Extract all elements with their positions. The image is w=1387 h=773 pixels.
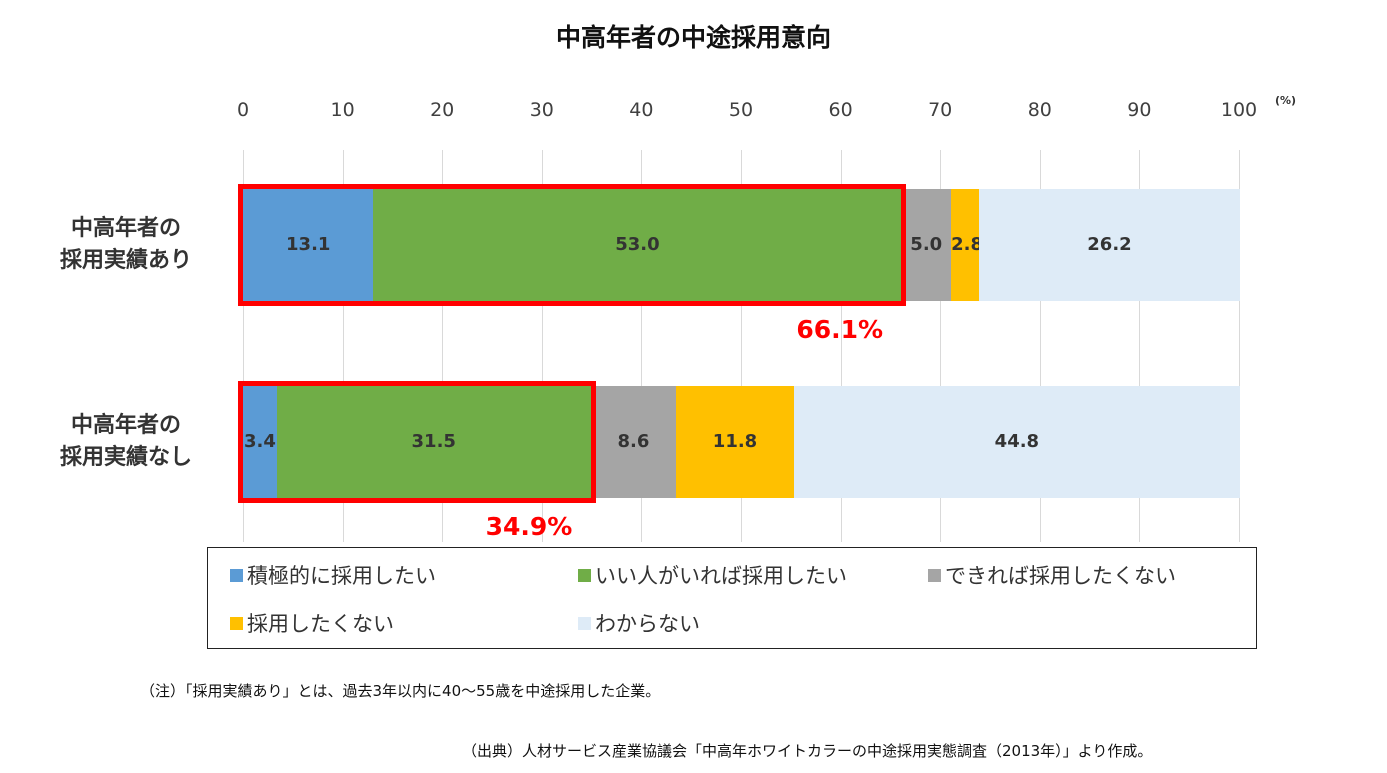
x-tick-label: 10 bbox=[330, 99, 355, 121]
bar-segment bbox=[676, 386, 794, 498]
x-tick-label: 30 bbox=[529, 99, 554, 121]
callout-label: 66.1% bbox=[796, 315, 884, 344]
bar-segment bbox=[793, 386, 1240, 498]
gridline bbox=[641, 150, 642, 542]
data-label: 44.8 bbox=[994, 431, 1040, 452]
x-tick-label: 100 bbox=[1220, 99, 1258, 121]
legend-item: いい人がいれば採用したい bbox=[578, 560, 847, 590]
x-tick-label: 50 bbox=[728, 99, 754, 121]
data-label: 3.4 bbox=[243, 431, 276, 452]
data-label: 31.5 bbox=[411, 431, 456, 452]
bar-segment bbox=[243, 189, 374, 301]
category-label-line: 採用実績なし bbox=[59, 445, 192, 470]
gridline bbox=[542, 150, 543, 542]
legend-item: 採用したくない bbox=[230, 608, 394, 638]
legend-label: いい人がいれば採用したい bbox=[595, 564, 847, 588]
data-label: 2.8 bbox=[951, 234, 984, 255]
data-label: 13.1 bbox=[286, 234, 331, 255]
highlight-box bbox=[238, 184, 907, 306]
data-label: 53.0 bbox=[615, 234, 660, 255]
bar-segment bbox=[276, 386, 591, 498]
data-label: 26.2 bbox=[1087, 234, 1132, 255]
bar-segment bbox=[951, 189, 980, 301]
gridline bbox=[940, 150, 941, 542]
gridline bbox=[1239, 150, 1240, 542]
legend-label: わからない bbox=[595, 612, 700, 636]
legend-label: 積極的に採用したい bbox=[247, 564, 436, 588]
axis-unit-label: (%) bbox=[1275, 94, 1297, 107]
x-tick-label: 20 bbox=[430, 99, 455, 121]
legend-swatch bbox=[578, 568, 591, 582]
gridline bbox=[243, 150, 244, 542]
category-label: 中高年者の採用実績あり bbox=[30, 213, 222, 277]
data-label: 8.6 bbox=[617, 431, 650, 452]
legend-item: 積極的に採用したい bbox=[230, 560, 436, 590]
gridline bbox=[741, 150, 742, 542]
x-tick-label: 70 bbox=[928, 99, 953, 121]
gridline bbox=[1139, 150, 1140, 542]
gridline bbox=[442, 150, 443, 542]
chart-title: 中高年者の中途採用意向 bbox=[555, 23, 831, 52]
bar-segment bbox=[590, 386, 677, 498]
category-label-line: 中高年者の bbox=[70, 216, 181, 241]
x-tick-label: 40 bbox=[629, 99, 654, 121]
legend-label: 採用したくない bbox=[247, 612, 394, 636]
source-note: （出典）人材サービス産業協議会「中高年ホワイトカラーの中途採用実態調査（2013… bbox=[462, 742, 1153, 760]
legend-swatch bbox=[578, 616, 591, 630]
footnote: （注）「採用実績あり」とは、過去3年以内に40〜55歳を中途採用した企業。 bbox=[140, 682, 661, 700]
category-label-line: 中高年者の bbox=[70, 413, 181, 438]
gridline bbox=[841, 150, 842, 542]
gridline bbox=[1040, 150, 1041, 542]
legend-item: できれば採用したくない bbox=[928, 560, 1176, 590]
bar-segment bbox=[901, 189, 952, 301]
data-label: 11.8 bbox=[712, 431, 758, 452]
data-label: 5.0 bbox=[910, 234, 943, 255]
callout-label: 34.9% bbox=[485, 512, 573, 541]
category-label-line: 採用実績あり bbox=[59, 248, 192, 273]
legend: 積極的に採用したい いい人がいれば採用したい できれば採用したくない採用したくない わ… bbox=[207, 547, 1257, 649]
bar-segment bbox=[373, 189, 902, 301]
x-tick-label: 90 bbox=[1127, 99, 1152, 121]
legend-item: わからない bbox=[578, 608, 700, 638]
x-tick-label: 80 bbox=[1027, 99, 1052, 121]
legend-swatch bbox=[230, 616, 243, 630]
highlight-box bbox=[238, 381, 596, 503]
bar-segment bbox=[979, 189, 1240, 301]
gridline bbox=[343, 150, 344, 542]
x-tick-label: 0 bbox=[236, 99, 250, 121]
legend-label: できれば採用したくない bbox=[945, 564, 1176, 588]
x-tick-label: 60 bbox=[828, 99, 853, 121]
legend-swatch bbox=[928, 568, 941, 582]
legend-swatch bbox=[230, 568, 243, 582]
category-label: 中高年者の採用実績なし bbox=[30, 410, 222, 474]
bar-segment bbox=[243, 386, 277, 498]
